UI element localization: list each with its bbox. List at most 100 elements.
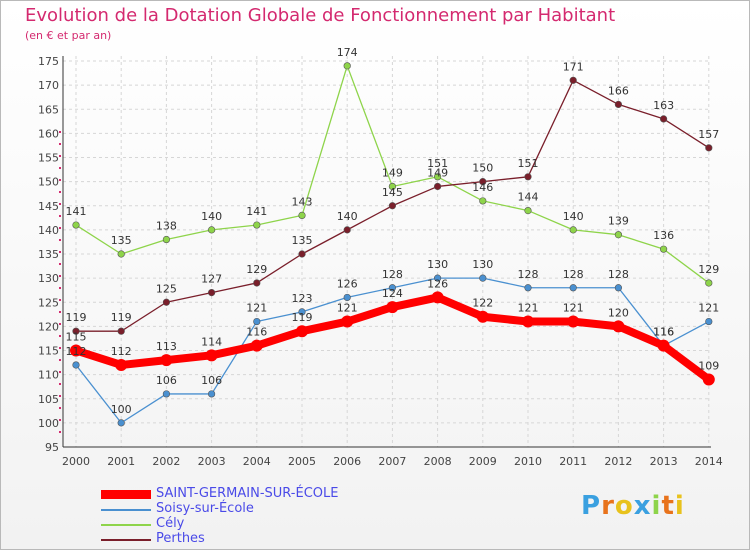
data-point xyxy=(702,373,715,386)
y-tick-label: 100 xyxy=(38,417,59,430)
data-point xyxy=(522,315,534,328)
y-tick-label: 145 xyxy=(38,200,59,213)
x-tick-label: 2012 xyxy=(604,455,632,468)
data-point xyxy=(208,289,216,297)
data-point xyxy=(298,211,306,219)
y-tick-label: 170 xyxy=(38,79,59,92)
x-tick-label: 2010 xyxy=(514,455,542,468)
data-point xyxy=(479,274,487,282)
data-point xyxy=(476,310,489,323)
data-label: 126 xyxy=(427,277,448,290)
legend-label: Soisy-sur-École xyxy=(156,501,254,516)
data-point xyxy=(162,390,170,398)
data-point xyxy=(569,76,577,84)
data-point xyxy=(569,226,577,234)
y-tick-label: 130 xyxy=(38,272,59,285)
grid xyxy=(63,56,711,448)
x-tick-label: 2002 xyxy=(152,455,180,468)
data-point xyxy=(72,361,80,369)
data-label: 136 xyxy=(653,229,674,242)
data-point xyxy=(115,358,128,371)
y-tick-label: 125 xyxy=(38,296,59,309)
x-tick-label: 2005 xyxy=(288,455,316,468)
data-point xyxy=(657,339,670,352)
data-label: 109 xyxy=(698,359,719,372)
data-label: 150 xyxy=(472,162,493,175)
data-label: 116 xyxy=(246,326,267,339)
data-point xyxy=(117,327,125,335)
data-label: 129 xyxy=(698,263,719,276)
x-tick-label: 2004 xyxy=(243,455,271,468)
data-label: 127 xyxy=(201,273,222,286)
data-label: 121 xyxy=(518,302,539,315)
data-label: 140 xyxy=(201,210,222,223)
x-tick-label: 2011 xyxy=(559,455,587,468)
data-point xyxy=(659,245,668,253)
data-label: 166 xyxy=(608,84,629,97)
data-label: 116 xyxy=(653,326,674,339)
data-label: 149 xyxy=(427,166,448,179)
data-point xyxy=(614,100,623,109)
data-point xyxy=(434,274,442,282)
y-tick-label: 95 xyxy=(45,441,59,454)
data-point xyxy=(296,325,308,338)
data-label: 122 xyxy=(472,297,493,310)
data-point xyxy=(569,284,577,292)
legend-label: Cély xyxy=(156,516,185,531)
data-label: 139 xyxy=(608,215,629,228)
data-label: 151 xyxy=(518,157,539,170)
data-label: 126 xyxy=(337,277,358,290)
data-point xyxy=(567,315,580,328)
data-label: 128 xyxy=(518,268,539,281)
legend-swatch xyxy=(101,524,151,526)
data-label: 163 xyxy=(653,99,674,112)
data-label: 119 xyxy=(111,311,132,324)
y-tick-label: 140 xyxy=(38,224,59,237)
data-label: 128 xyxy=(608,268,629,281)
data-point xyxy=(208,226,216,234)
data-point xyxy=(72,327,80,335)
y-tick-label: 110 xyxy=(38,369,59,382)
series-layer xyxy=(70,62,715,427)
legend-entry: Perthes xyxy=(101,531,421,547)
data-label: 112 xyxy=(111,345,132,358)
data-label: 151 xyxy=(427,157,448,170)
legend-swatch xyxy=(101,539,151,541)
data-label: 119 xyxy=(292,311,313,324)
y-tick-label: 150 xyxy=(38,176,59,189)
data-label: 138 xyxy=(156,220,177,233)
data-point xyxy=(70,344,82,357)
data-point xyxy=(386,301,399,314)
legend-label: SAINT-GERMAIN-SUR-ÉCOLE xyxy=(156,486,339,501)
data-point xyxy=(298,250,306,258)
data-label: 145 xyxy=(382,186,403,199)
data-point xyxy=(253,317,261,326)
y-tick-label: 120 xyxy=(38,320,59,333)
data-label: 135 xyxy=(111,234,132,247)
data-label: 157 xyxy=(698,128,719,141)
data-point xyxy=(434,173,442,181)
data-label: 141 xyxy=(66,205,87,218)
data-point xyxy=(343,62,351,70)
data-point xyxy=(208,390,216,398)
y-tick-label: 155 xyxy=(38,152,59,165)
legend-swatch xyxy=(101,509,151,511)
legend-entry: SAINT-GERMAIN-SUR-ÉCOLE xyxy=(101,486,421,502)
y-tick-label: 165 xyxy=(38,103,59,116)
data-label: 121 xyxy=(563,302,584,315)
x-tick-label: 2003 xyxy=(198,455,226,468)
data-label: 113 xyxy=(156,340,177,353)
data-point xyxy=(162,235,170,244)
data-point xyxy=(117,419,125,427)
data-label: 121 xyxy=(698,302,719,315)
data-point xyxy=(524,173,532,181)
data-point xyxy=(705,279,713,287)
data-label: 121 xyxy=(246,302,267,315)
data-label: 144 xyxy=(518,191,539,204)
data-point xyxy=(160,354,173,367)
data-label: 123 xyxy=(292,292,313,305)
data-point xyxy=(614,231,623,239)
data-point xyxy=(388,202,397,210)
data-point xyxy=(298,308,306,316)
